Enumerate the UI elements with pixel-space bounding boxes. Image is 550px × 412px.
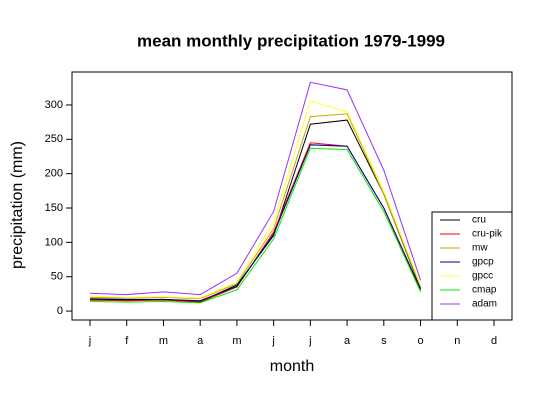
legend-label: cru-pik (472, 229, 503, 240)
x-tick-label: o (417, 335, 423, 347)
series-line (89, 81, 422, 296)
legend-label: gpcp (472, 257, 494, 268)
legend-label: mw (472, 243, 488, 254)
x-tick-label: j (308, 335, 311, 347)
series-line (89, 144, 422, 302)
y-tick-label: 200 (45, 168, 63, 180)
x-tick-label: j (271, 335, 274, 347)
y-tick-label: 250 (45, 133, 63, 145)
series-line (89, 147, 421, 304)
legend-box (431, 211, 513, 321)
x-tick-label: s (381, 335, 387, 347)
x-tick-label: j (88, 335, 91, 347)
plot-frame (71, 71, 513, 321)
y-axis-label: precipitation (mm) (9, 141, 26, 269)
y-tick-label: 100 (45, 236, 63, 248)
y-tick-label: 50 (51, 271, 63, 283)
legend-label: adam (472, 299, 497, 310)
x-tick-label: m (232, 335, 241, 347)
y-tick-label: 0 (57, 305, 63, 317)
legend-label: cmap (472, 285, 497, 296)
x-tick-label: d (491, 335, 497, 347)
chart-title: mean monthly precipitation 1979-1999 (137, 31, 445, 50)
x-tick-label: f (125, 335, 129, 347)
x-tick-label: a (344, 335, 351, 347)
y-tick-label: 150 (45, 202, 63, 214)
series-line (89, 100, 422, 299)
y-tick-label: 300 (45, 99, 63, 111)
x-axis-label: month (270, 358, 314, 375)
legend-label: gpcc (472, 271, 493, 282)
legend-label: cru (472, 215, 486, 226)
x-tick-label: a (197, 335, 204, 347)
x-tick-label: n (454, 335, 460, 347)
series-line (89, 113, 422, 300)
x-tick-label: m (159, 335, 168, 347)
series-line (89, 119, 422, 302)
